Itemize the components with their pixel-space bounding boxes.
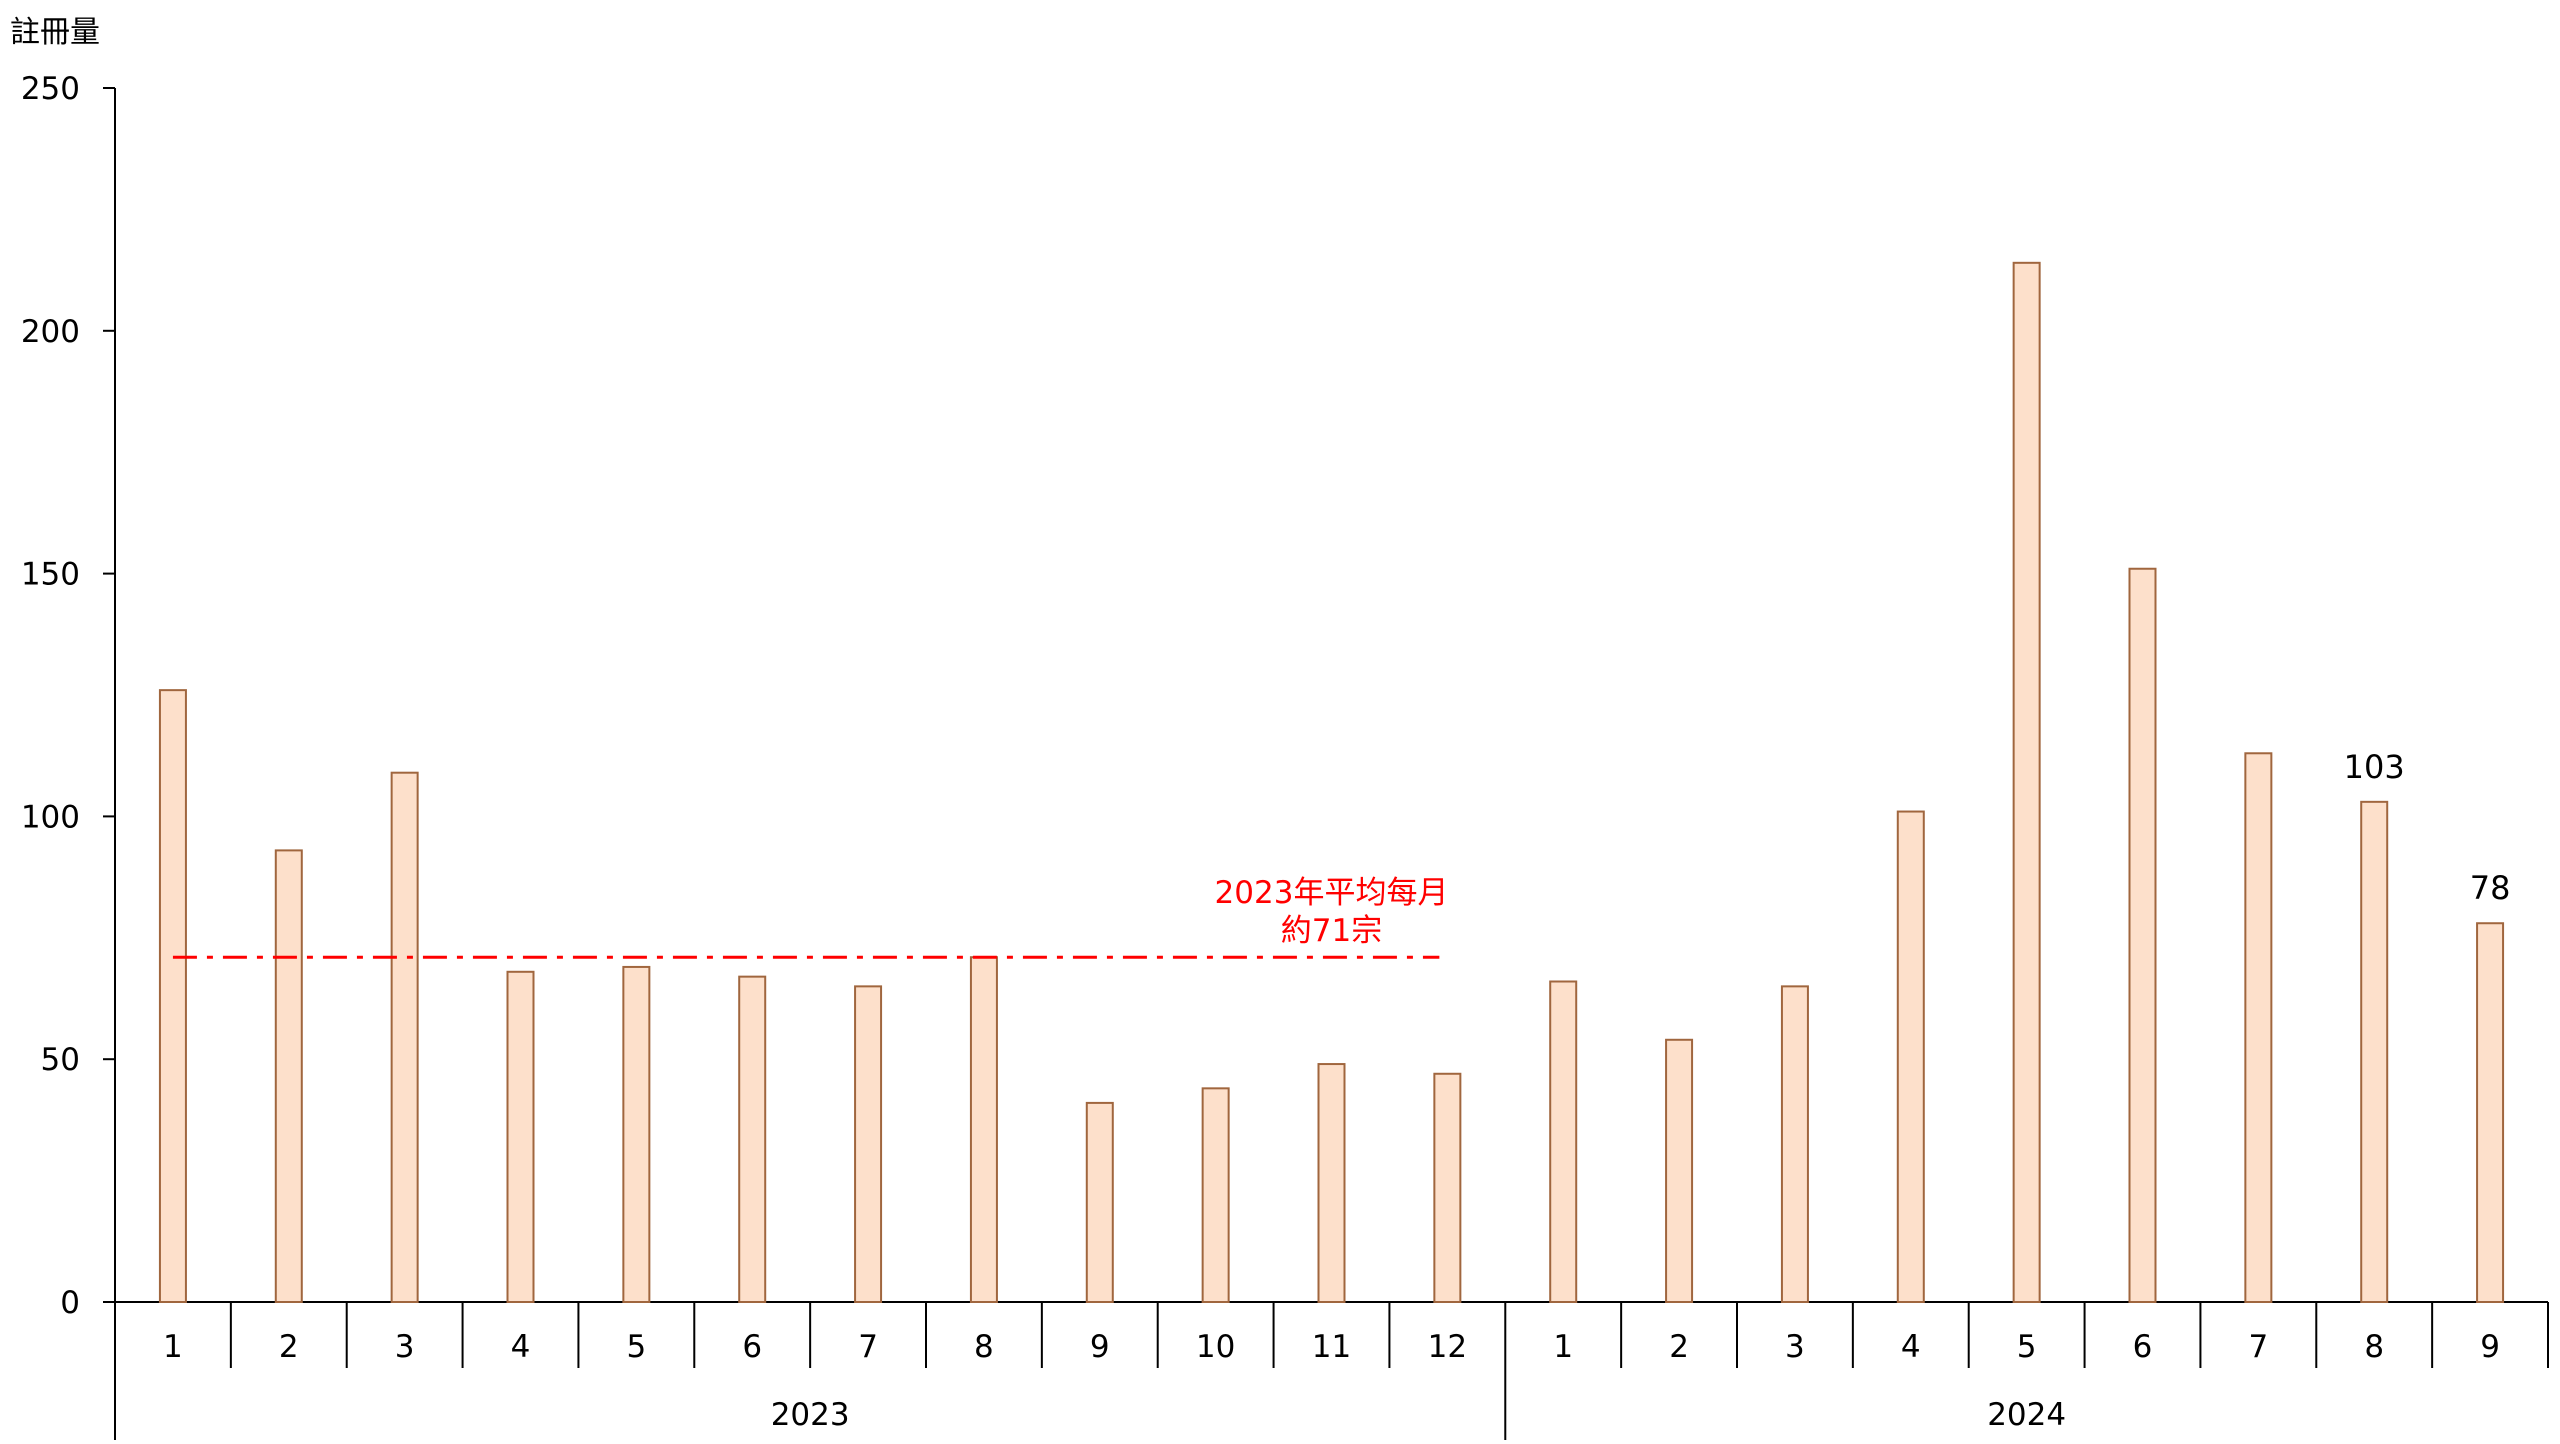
bar: [2128, 567, 2157, 1303]
year-tick-label: 2023: [771, 1397, 850, 1433]
bar: [390, 771, 419, 1303]
bar: [622, 965, 651, 1303]
month-tick-label: 12: [1428, 1329, 1467, 1365]
y-axis-label: 註冊量: [10, 15, 100, 50]
month-tick-label: 3: [395, 1329, 415, 1365]
month-tick-label: 7: [2248, 1329, 2268, 1365]
bar: [1201, 1087, 1230, 1304]
bar: [1433, 1072, 1462, 1303]
month-tick-label: 7: [858, 1329, 878, 1365]
year-tick-label: 2024: [1987, 1397, 2066, 1433]
y-tick-label: 250: [21, 71, 80, 107]
bar: [506, 970, 535, 1303]
bar: [738, 975, 767, 1303]
bar: [969, 956, 998, 1303]
bar: [1549, 980, 1578, 1304]
month-tick-label: 9: [1090, 1329, 1110, 1365]
y-tick-label: 0: [60, 1285, 80, 1321]
month-tick-label: 8: [974, 1329, 994, 1365]
month-tick-label: 9: [2480, 1329, 2500, 1365]
month-tick-label: 1: [163, 1329, 183, 1365]
bar: [1896, 810, 1925, 1303]
bar: [1085, 1101, 1114, 1304]
data-label: 103: [2344, 748, 2405, 786]
month-tick-label: 5: [2017, 1329, 2037, 1365]
month-tick-label: 11: [1312, 1329, 1351, 1365]
bar: [158, 689, 187, 1303]
bar: [1317, 1063, 1346, 1304]
month-tick-label: 6: [742, 1329, 762, 1365]
month-tick-label: 10: [1196, 1329, 1235, 1365]
month-tick-label: 3: [1785, 1329, 1805, 1365]
bar: [2244, 752, 2273, 1303]
average-label-line-1: 2023年平均每月: [1215, 875, 1449, 911]
month-tick-label: 2: [279, 1329, 299, 1365]
data-label: 78: [2470, 869, 2511, 907]
bar: [2012, 261, 2041, 1303]
month-tick-label: 2: [1669, 1329, 1689, 1365]
bar: [2360, 800, 2389, 1303]
month-tick-label: 6: [2133, 1329, 2153, 1365]
month-tick-label: 5: [626, 1329, 646, 1365]
month-tick-label: 4: [511, 1329, 531, 1365]
y-tick-label: 150: [21, 557, 80, 593]
y-tick-label: 200: [21, 314, 80, 350]
y-tick-label: 100: [21, 799, 80, 835]
bar: [1665, 1038, 1694, 1303]
month-tick-label: 4: [1901, 1329, 1921, 1365]
average-label-line-2: 約71宗: [1281, 913, 1382, 949]
bar: [854, 985, 883, 1303]
bar: [1780, 985, 1809, 1303]
month-tick-label: 8: [2364, 1329, 2384, 1365]
month-tick-label: 1: [1553, 1329, 1573, 1365]
bar: [2476, 922, 2505, 1303]
y-tick-label: 50: [41, 1042, 80, 1078]
bar: [274, 849, 303, 1304]
